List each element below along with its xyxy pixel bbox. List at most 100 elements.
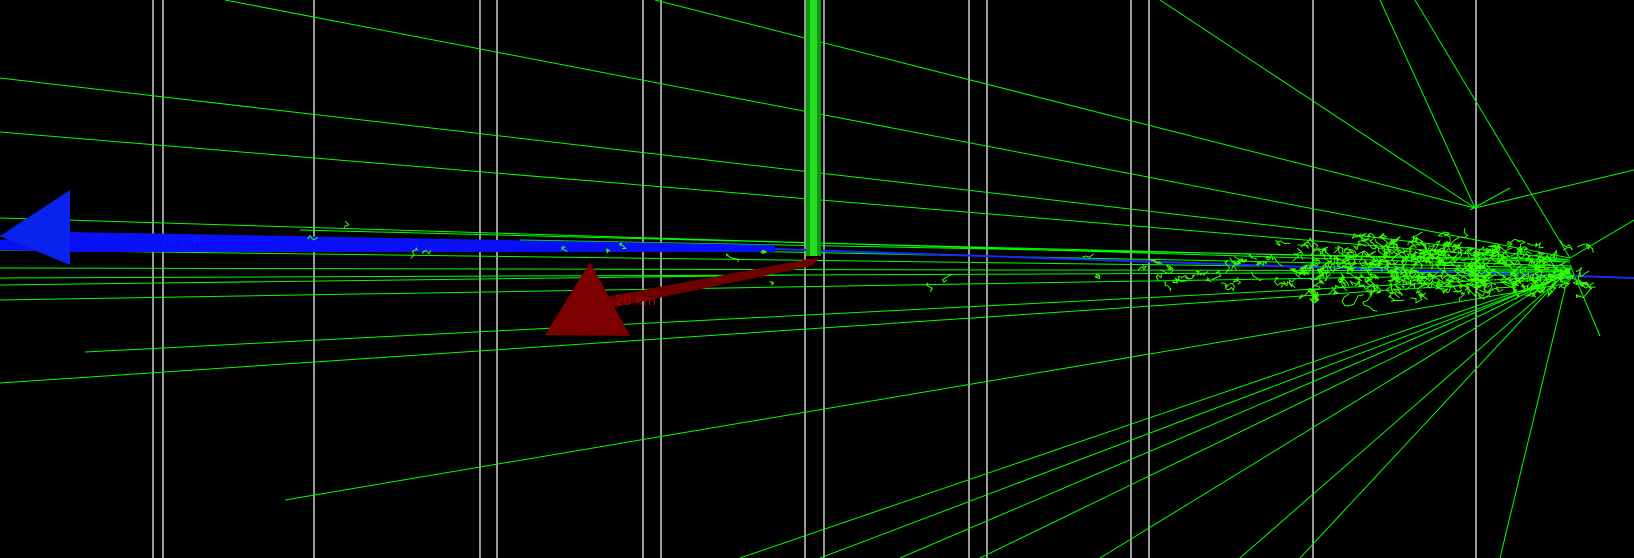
shower-scribble xyxy=(1444,228,1469,249)
shower-scribble xyxy=(1534,259,1551,270)
shower-scribble xyxy=(1335,245,1354,254)
shower-scribble xyxy=(1359,250,1376,261)
shower-scribble xyxy=(1468,272,1485,284)
shower-scribble xyxy=(1390,251,1406,265)
x-axis-shaft xyxy=(0,232,775,252)
shower-scribble xyxy=(1507,238,1521,249)
shower-scribble xyxy=(1461,248,1473,262)
shower-scribble xyxy=(1490,245,1500,256)
shower-scribble xyxy=(1499,273,1517,289)
shower-scribble xyxy=(1338,272,1350,287)
shower-scribble xyxy=(1528,269,1543,282)
shower-scribble xyxy=(1361,261,1377,269)
shower-scribble xyxy=(561,246,568,252)
y-axis-arrowhead xyxy=(545,262,630,336)
shower-scribble xyxy=(1358,260,1378,268)
shower-scribble xyxy=(1413,231,1427,247)
shower-scribble xyxy=(1576,243,1594,253)
shower-scribble xyxy=(1389,240,1398,247)
shower-scribble xyxy=(1505,258,1521,267)
shower-scribble xyxy=(1561,274,1575,282)
particle-track xyxy=(1379,0,1476,209)
shower-scribble xyxy=(1309,261,1318,270)
shower-scribble xyxy=(1408,236,1422,249)
shower-scribble xyxy=(1471,277,1485,285)
shower-scribble xyxy=(1438,259,1456,267)
shower-scribble xyxy=(1184,273,1196,280)
shower-scribble xyxy=(1439,271,1464,280)
particle-track xyxy=(224,0,1571,259)
particle-track xyxy=(899,271,1571,558)
shower-scribble xyxy=(1250,271,1263,282)
particle-track xyxy=(0,277,1571,384)
x-axis-arrowhead xyxy=(0,190,70,265)
shower-scribble xyxy=(1408,270,1419,283)
shower-scribble xyxy=(1166,263,1173,271)
shower-scribble xyxy=(1378,259,1391,270)
shower-scribble xyxy=(1390,267,1401,281)
shower-scribble xyxy=(1311,256,1321,268)
shower-scribble xyxy=(1366,232,1377,243)
shower-scribble xyxy=(1232,259,1241,271)
particle-track xyxy=(1099,269,1571,558)
shower-scribble xyxy=(1367,276,1379,281)
shower-scribble xyxy=(1520,282,1530,293)
shower-scribble xyxy=(1386,235,1401,249)
shower-scribble xyxy=(1525,252,1532,261)
shower-scribble xyxy=(1343,246,1358,261)
shower-scribble xyxy=(1356,233,1369,246)
shower-scribble xyxy=(1303,264,1313,276)
shower-scribble xyxy=(725,253,739,263)
shower-scribble xyxy=(1365,278,1379,296)
shower-scribble xyxy=(1150,259,1164,265)
shower-scribble xyxy=(1452,290,1466,303)
particle-track xyxy=(1414,0,1571,259)
shower-scribble xyxy=(1529,283,1548,293)
shower-scribble xyxy=(1468,262,1479,275)
shower-scribble xyxy=(1432,278,1444,289)
shower-scribble xyxy=(1442,240,1452,248)
shower-scribble xyxy=(1502,272,1519,283)
shower-scribble xyxy=(1331,286,1340,295)
shower-scribble xyxy=(410,247,418,259)
shower-scribble xyxy=(1264,256,1273,261)
shower-scribble xyxy=(1385,284,1400,299)
shower-scribble xyxy=(1475,254,1488,268)
shower-scribble xyxy=(1307,289,1320,304)
shower-scribble xyxy=(1392,284,1404,296)
shower-scribble xyxy=(1415,289,1425,298)
particle-track xyxy=(1499,267,1571,558)
shower-scribble xyxy=(1529,278,1540,288)
shower-scribble xyxy=(1382,251,1391,259)
shower-scribble xyxy=(1349,280,1365,287)
particle-track xyxy=(0,274,801,286)
shower-scribble xyxy=(1327,263,1335,273)
shower-scribble xyxy=(1317,269,1332,282)
shower-scribble xyxy=(1401,277,1412,291)
shower-scribble xyxy=(1449,247,1462,256)
particle-track xyxy=(1474,169,1634,209)
shower-scribble xyxy=(1380,242,1392,254)
shower-scribble xyxy=(1309,294,1320,304)
y-axis-label: 20 km xyxy=(615,294,656,309)
particle-track xyxy=(1569,219,1634,259)
y-axis-shaft xyxy=(600,257,820,308)
shower-scribble xyxy=(1172,277,1180,284)
shower-scribble xyxy=(1443,280,1468,288)
shower-scribble xyxy=(1318,271,1325,279)
shower-scribble xyxy=(1364,258,1374,273)
shower-scribble xyxy=(1360,266,1372,284)
shower-scribble xyxy=(1232,277,1242,285)
shower-scribble xyxy=(769,281,775,286)
shower-scribble xyxy=(1414,273,1428,281)
shower-scribble xyxy=(1427,275,1436,289)
shower-scribble xyxy=(1328,280,1347,295)
shower-scribble xyxy=(1478,283,1493,294)
shower-scribble xyxy=(1369,259,1382,269)
shower-scribble xyxy=(1460,270,1486,282)
shower-scribble xyxy=(1580,281,1596,290)
shower-scribble xyxy=(1341,293,1364,307)
particle-track xyxy=(299,229,1571,263)
